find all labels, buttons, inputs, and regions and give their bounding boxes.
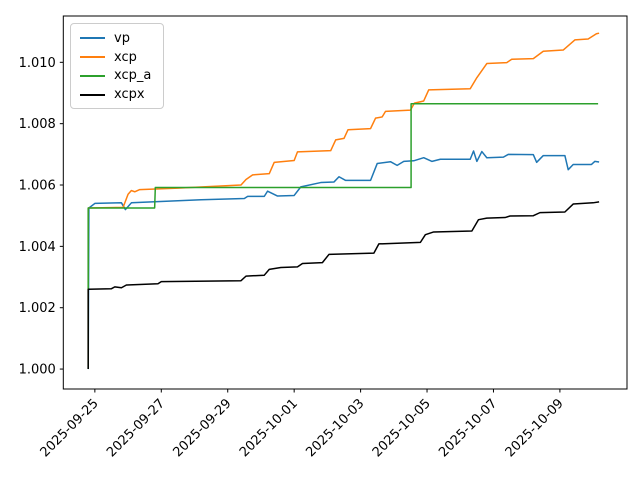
legend-item-xcp_a: xcp_a — [80, 67, 154, 86]
legend-line-swatch-xcpx — [80, 93, 105, 96]
series-line-vp — [87, 150, 600, 370]
legend-label-vp: vp — [114, 30, 130, 46]
y-tick-label: 1.000 — [19, 363, 56, 378]
series-line-xcpx — [87, 201, 600, 370]
legend-item-xcp: xcp — [80, 48, 154, 67]
y-tick-label: 1.006 — [19, 179, 56, 194]
series-line-xcp — [87, 32, 600, 370]
x-tick-label: 2025-09-25 — [38, 396, 102, 460]
x-tick-label: 2025-10-03 — [303, 396, 367, 460]
y-tick-label: 1.004 — [19, 240, 56, 255]
legend-label-xcpx: xcpx — [114, 87, 145, 103]
x-tick-label: 2025-10-01 — [237, 396, 301, 460]
x-tick-label: 2025-09-27 — [104, 396, 168, 460]
axes-frame — [62, 15, 628, 390]
x-tick-label: 2025-10-07 — [436, 396, 500, 460]
legend-line-swatch-vp — [80, 37, 105, 40]
legend-label-xcp_a: xcp_a — [114, 68, 152, 84]
legend-item-xcpx: xcpx — [80, 85, 154, 104]
legend: vp xcp xcp_a xcpx — [70, 23, 164, 109]
x-tick-label: 2025-09-29 — [171, 396, 235, 460]
series-line-xcp_a — [87, 102, 599, 370]
legend-item-vp: vp — [80, 29, 154, 48]
y-tick-label: 1.010 — [19, 56, 56, 71]
x-tick-label: 2025-10-09 — [503, 396, 567, 460]
legend-line-swatch-xcp — [80, 56, 105, 59]
legend-line-swatch-xcp_a — [80, 74, 105, 77]
y-tick-label: 1.002 — [19, 301, 56, 316]
x-tick-label: 2025-10-05 — [370, 396, 434, 460]
y-tick-label: 1.008 — [19, 117, 56, 132]
legend-label-xcp: xcp — [114, 49, 137, 65]
